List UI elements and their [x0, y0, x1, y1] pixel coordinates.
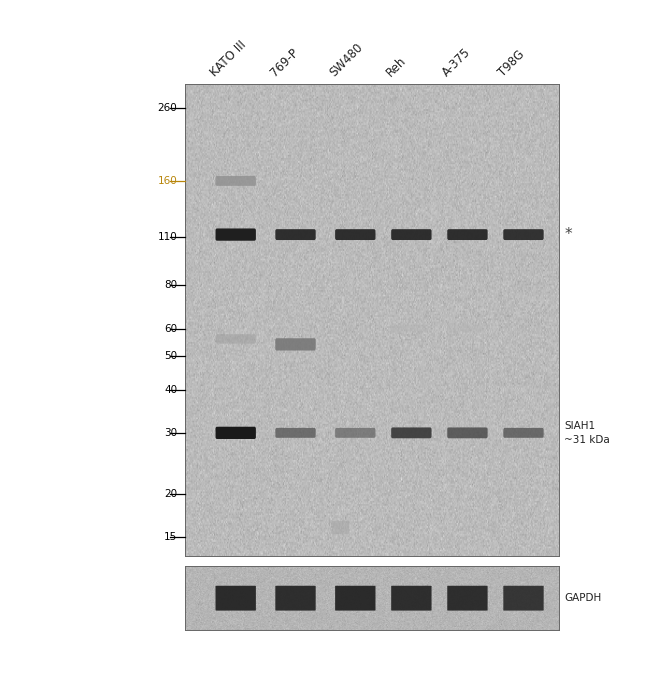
FancyBboxPatch shape	[216, 427, 256, 439]
FancyBboxPatch shape	[447, 427, 488, 438]
FancyBboxPatch shape	[276, 229, 316, 240]
Text: GAPDH: GAPDH	[564, 593, 601, 603]
FancyBboxPatch shape	[216, 176, 256, 186]
FancyBboxPatch shape	[276, 586, 316, 611]
FancyBboxPatch shape	[216, 586, 256, 611]
Text: 260: 260	[158, 103, 177, 113]
FancyBboxPatch shape	[216, 334, 256, 344]
FancyBboxPatch shape	[447, 586, 488, 611]
FancyBboxPatch shape	[216, 228, 256, 241]
Text: A-375: A-375	[439, 45, 473, 79]
FancyBboxPatch shape	[447, 229, 488, 240]
Text: 15: 15	[164, 532, 177, 542]
Text: 110: 110	[158, 233, 177, 243]
Text: 50: 50	[164, 351, 177, 361]
FancyBboxPatch shape	[332, 521, 349, 534]
FancyBboxPatch shape	[276, 428, 316, 438]
Text: 160: 160	[158, 176, 177, 186]
FancyBboxPatch shape	[391, 586, 432, 611]
Text: KATO III: KATO III	[208, 38, 249, 79]
FancyBboxPatch shape	[391, 325, 428, 332]
FancyBboxPatch shape	[276, 338, 316, 350]
Text: *: *	[564, 227, 572, 242]
FancyBboxPatch shape	[503, 229, 543, 240]
FancyBboxPatch shape	[447, 325, 484, 332]
Text: SW480: SW480	[328, 40, 366, 79]
FancyBboxPatch shape	[335, 428, 376, 438]
Text: 20: 20	[164, 489, 177, 499]
FancyBboxPatch shape	[335, 586, 376, 611]
Text: Reh: Reh	[384, 54, 408, 79]
Text: 30: 30	[164, 428, 177, 438]
Text: 40: 40	[164, 385, 177, 394]
FancyBboxPatch shape	[391, 427, 432, 438]
Text: 60: 60	[164, 324, 177, 334]
Text: 769-P: 769-P	[268, 46, 301, 79]
Text: 80: 80	[164, 280, 177, 290]
FancyBboxPatch shape	[503, 428, 543, 438]
FancyBboxPatch shape	[391, 229, 432, 240]
Text: SIAH1
~31 kDa: SIAH1 ~31 kDa	[564, 421, 610, 445]
FancyBboxPatch shape	[335, 229, 376, 240]
FancyBboxPatch shape	[503, 586, 543, 611]
Text: T98G: T98G	[495, 48, 527, 79]
